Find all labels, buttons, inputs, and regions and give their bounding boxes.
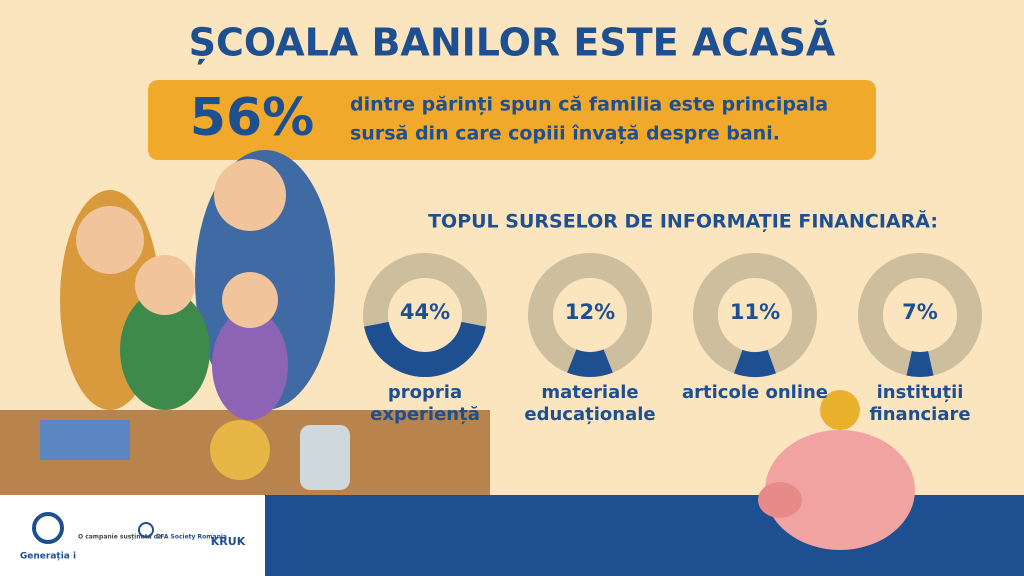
highlight-stat: 56% <box>190 88 314 148</box>
donut-segment <box>364 321 486 377</box>
category-label: propria experiență <box>370 382 480 425</box>
highlight-box <box>148 80 876 160</box>
partner-logo <box>138 522 154 538</box>
footer-logo-area <box>0 495 265 576</box>
category-label: instituții financiare <box>869 382 971 425</box>
donut-segment <box>906 351 934 377</box>
category-label: articole online <box>681 382 829 403</box>
title: ȘCOALA BANILOR ESTE ACASĂ <box>189 21 836 65</box>
partner-name: CFA Society Romania <box>156 534 227 541</box>
highlight-text: sursă din care copiii învață despre bani… <box>350 123 780 145</box>
category-label: materiale educaționale <box>524 382 656 425</box>
donut-segment <box>733 349 777 377</box>
highlight-text: dintre părinți spun că familia este prin… <box>350 94 828 116</box>
campaign-note: O campanie susținută de <box>78 534 162 541</box>
brand-logo <box>32 512 64 544</box>
value-label: 12% <box>565 300 615 324</box>
value-label: 7% <box>902 300 938 324</box>
donut-segment <box>567 349 613 378</box>
brand-name: Generația i <box>20 552 76 562</box>
value-label: 44% <box>400 300 450 324</box>
partner-name: KRUK <box>211 535 246 548</box>
chart-title: TOPUL SURSELOR DE INFORMAȚIE FINANCIARĂ: <box>428 209 938 233</box>
piggy-bank <box>758 390 915 550</box>
family-illustration <box>0 150 490 495</box>
value-label: 11% <box>730 300 780 324</box>
